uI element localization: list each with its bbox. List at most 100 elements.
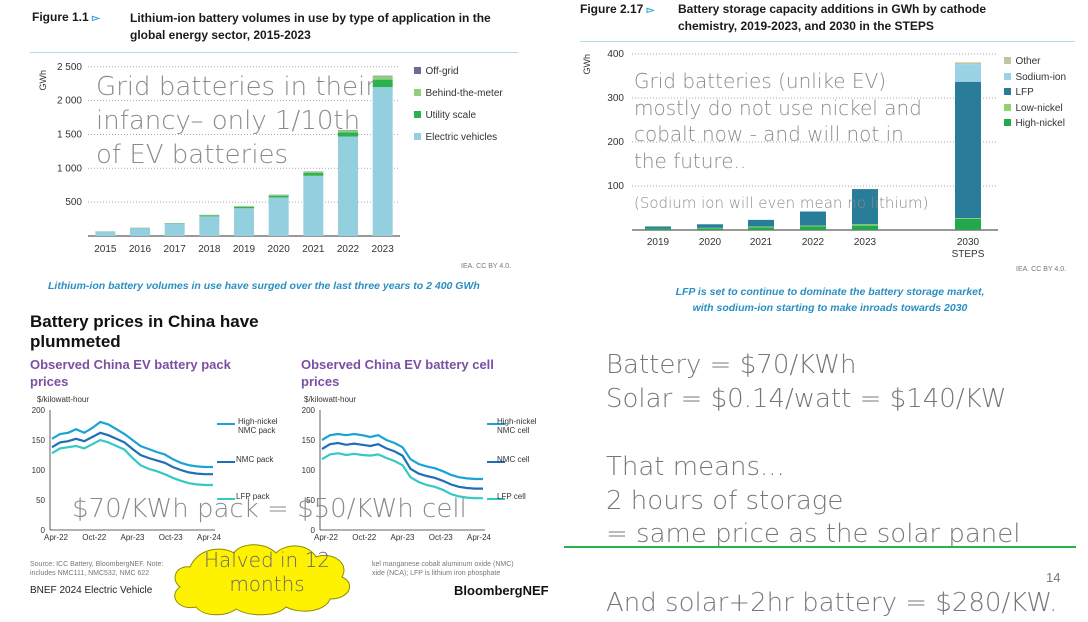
pack-title-line1: Observed China EV battery pack	[30, 357, 231, 372]
play-arrow-icon: ▻	[646, 5, 655, 16]
bnef-source-left-line1: Source: ICC Battery, BloombergNEF. Note:	[30, 561, 164, 568]
fig1-ytick-label: 1 000	[57, 163, 82, 174]
cell-legend-high-nickel-line2: NMC cell	[497, 426, 530, 435]
pack-ytick-label: 50	[36, 496, 45, 505]
fig2-title: Battery storage capacity additions in GW…	[678, 1, 1078, 35]
fig2-panel: Figure 2.17 ▻ Battery storage capacity a…	[560, 0, 1088, 320]
bnef-overlay-note: $70/KWh pack = $50/KWh cell	[72, 494, 467, 524]
legend-utility-scale: Utility scale	[414, 104, 503, 126]
bar-utility-scale-2022	[338, 132, 358, 137]
fig1-xtick-label: 2021	[302, 244, 325, 255]
notes-solar-price: Solar = $0.14/watt = $140/KW	[606, 384, 1007, 414]
bar-lfp-2020	[697, 224, 723, 228]
bar-other-2030-steps	[955, 62, 981, 65]
legend-electric-vehicles: Electric vehicles	[414, 126, 503, 148]
notes-green-divider	[564, 546, 1076, 548]
pack-line-high-nickel-nmc-pack	[51, 420, 213, 469]
fig2-ytick-label: 200	[607, 137, 624, 148]
fig2-ytick-label: 300	[607, 93, 624, 104]
fig2-overlay-sodium-note: (Sodium ion will even mean no lithium)	[634, 194, 929, 212]
bar-electric-vehicles-2015	[95, 231, 116, 236]
bar-lfp-2023	[852, 189, 878, 225]
bar-electric-vehicles-2022	[338, 136, 358, 236]
cell-chart-title: Observed China EV battery cell prices	[301, 356, 494, 390]
bar-behind-the-meter-2020	[268, 194, 289, 196]
fig1-legend: Off-grid Behind-the-meter Utility scale …	[414, 60, 503, 148]
legend-other: Other	[1004, 53, 1066, 69]
fig2-xtick-label: 2020	[699, 237, 722, 248]
fig2-caption-line2: with sodium-ion starting to make inroads…	[692, 302, 968, 314]
fig2-chart: 100 200 300 400 GWh 2019 2020 2021 2022 2023 2030S…	[582, 49, 998, 260]
bar-behind-the-meter-2019	[234, 206, 254, 208]
fig1-overlay-line1: Grid batteries in their	[96, 72, 376, 102]
legend-sodium-ion: Sodium-ion	[1004, 69, 1066, 85]
cell-ytick-label: 0	[311, 526, 316, 535]
fig1-xtick-label: 2022	[337, 244, 360, 255]
legend-high-nickel-label: High-nickel	[1015, 118, 1065, 129]
bnef-source-right-line1: kel manganese cobalt aluminum oxide (NMC…	[372, 561, 514, 568]
fig1-title-line2: global energy sector, 2015-2023	[130, 28, 311, 42]
pack-legend-high-nickel-line2: NMC pack	[238, 426, 276, 435]
fig1-ytick-label: 2 000	[57, 96, 82, 107]
legend-lfp-label: LFP	[1015, 87, 1034, 98]
fig1-xtick-label: 2017	[164, 244, 187, 255]
bar-electric-vehicles-2023	[372, 87, 393, 236]
fig1-label: Figure 1.1 ▻	[32, 10, 100, 24]
fig2-ytick-label: 400	[607, 49, 624, 60]
notes-same-price: = same price as the solar panel	[606, 519, 1021, 549]
cell-price-chart: 0 50 100 150 200 Apr-22 Oct-22 Apr-23 Oct-23 Apr-…	[302, 406, 505, 542]
fig2-xtick-label: 2019	[647, 237, 670, 248]
bnef-source-right: kel manganese cobalt aluminum oxide (NMC…	[372, 560, 514, 578]
fig1-overlay-line3: of EV batteries	[96, 140, 289, 170]
cloud-callout	[174, 544, 351, 616]
fig1-rule	[30, 52, 518, 53]
pack-ytick-label: 200	[32, 406, 46, 415]
bar-low-nickel-2021	[748, 226, 774, 228]
bar-electric-vehicles-2017	[164, 223, 185, 236]
fig2-xtick-label: 2021	[750, 237, 773, 248]
cloud-text: Halved in 12 months	[182, 548, 352, 596]
cell-xtick-label: Oct-22	[352, 533, 377, 542]
cell-line-nmc-cell	[321, 441, 483, 490]
bar-off-grid-2023	[372, 75, 393, 77]
fig2-y-axis-label: GWh	[582, 54, 592, 75]
fig1-ytick-label: 2 500	[57, 62, 82, 73]
bar-low-nickel-2023	[852, 224, 878, 226]
fig1-xtick-label: 2016	[129, 244, 152, 255]
cloud-shape	[174, 544, 351, 616]
pack-title-line2: prices	[30, 374, 69, 389]
legend-behind-the-meter-label: Behind-the-meter	[425, 88, 503, 99]
fig2-xtick-label: STEPS	[952, 249, 985, 260]
pack-yunit: $/kilowatt-hour	[37, 395, 90, 404]
cell-xtick-label: Apr-24	[467, 533, 492, 542]
bar-electric-vehicles-2020	[268, 197, 289, 236]
legend-utility-scale-label: Utility scale	[425, 110, 477, 121]
cell-title-line2: prices	[301, 374, 340, 389]
fig1-label-text: Figure 1.1	[32, 10, 89, 24]
bar-lfp-2022	[800, 211, 826, 226]
fig2-credit: IEA. CC BY 4.0.	[1016, 266, 1067, 273]
fig2-xtick-label: 2022	[802, 237, 825, 248]
bar-behind-the-meter-2021	[303, 171, 324, 174]
bar-high-nickel-2021	[748, 227, 774, 230]
fig2-overlay-line2: mostly do not use nickel and	[634, 95, 922, 120]
pack-xtick-label: Apr-24	[197, 533, 222, 542]
fig1-title-line1: Lithium-ion battery volumes in use by ty…	[130, 11, 491, 25]
notes-solar-plus-battery: And solar+2hr battery = $280/KW.	[606, 588, 1058, 618]
notes-that-means: That means...	[606, 452, 785, 482]
bar-utility-scale-2018	[199, 215, 220, 217]
pack-ytick-label: 100	[32, 466, 46, 475]
cell-yunit: $/kilowatt-hour	[304, 395, 357, 404]
legend-sodium-ion-label: Sodium-ion	[1015, 71, 1067, 83]
cell-line-high-nickel-nmc-cell	[321, 432, 483, 481]
fig2-ytick-label: 100	[607, 181, 624, 192]
fig2-xtick-label: 2030	[957, 237, 980, 248]
bar-electric-vehicles-2016	[130, 228, 150, 236]
bnef-panel: Battery prices in China have plummeted O…	[0, 305, 560, 622]
bnef-source-right-line2: xide (NCA); LFP is lithium iron phosphat…	[372, 570, 501, 577]
legend-off-grid: Off-grid	[414, 60, 503, 82]
fig2-label: Figure 2.17 ▻	[580, 2, 654, 16]
fig1-xtick-label: 2019	[233, 244, 256, 255]
fig2-overlay-line3: cobalt now - and will not in	[634, 122, 904, 146]
fig1-panel: Figure 1.1 ▻ Lithium-ion battery volumes…	[0, 0, 540, 305]
